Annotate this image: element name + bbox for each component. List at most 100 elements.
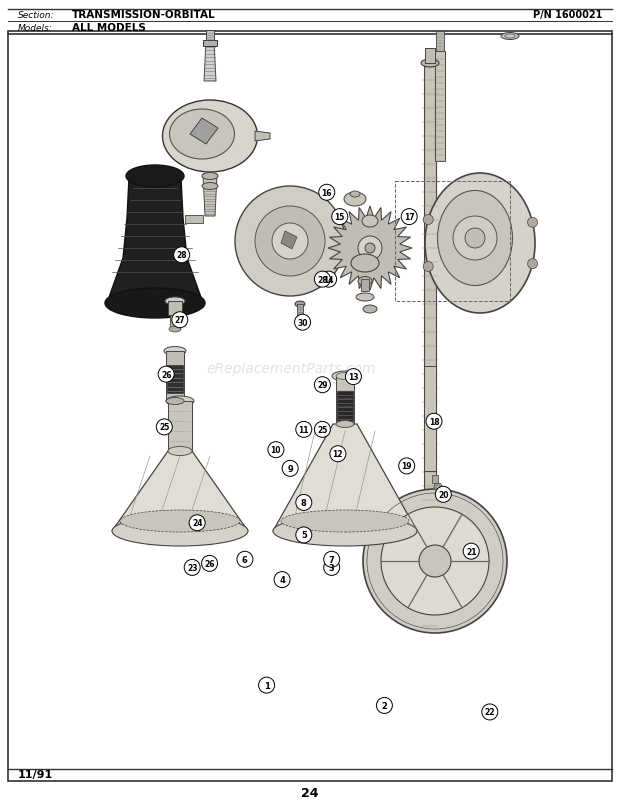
FancyBboxPatch shape: [436, 32, 444, 52]
Text: 24: 24: [192, 518, 202, 528]
Ellipse shape: [169, 327, 181, 333]
Text: 23: 23: [187, 563, 197, 573]
Circle shape: [202, 556, 218, 572]
Text: 20: 20: [438, 490, 448, 500]
Text: 14: 14: [324, 275, 334, 285]
Circle shape: [465, 229, 485, 249]
Ellipse shape: [358, 277, 372, 286]
Circle shape: [453, 217, 497, 260]
Ellipse shape: [438, 191, 513, 286]
Text: 28: 28: [317, 275, 328, 285]
Circle shape: [268, 442, 284, 458]
Circle shape: [381, 508, 489, 616]
Circle shape: [189, 515, 205, 531]
Text: 18: 18: [428, 417, 440, 427]
Text: 6: 6: [242, 555, 248, 564]
FancyBboxPatch shape: [185, 216, 203, 224]
Ellipse shape: [336, 373, 354, 380]
Circle shape: [314, 422, 330, 438]
Polygon shape: [255, 132, 270, 142]
Polygon shape: [273, 424, 417, 531]
Ellipse shape: [273, 517, 417, 547]
Text: 29: 29: [317, 380, 327, 390]
Text: 16: 16: [322, 188, 332, 198]
Text: 10: 10: [271, 445, 281, 455]
Circle shape: [332, 209, 348, 225]
Circle shape: [365, 243, 375, 254]
Circle shape: [158, 367, 174, 383]
Ellipse shape: [166, 397, 194, 406]
Circle shape: [319, 185, 335, 201]
Text: 17: 17: [404, 212, 415, 222]
FancyBboxPatch shape: [206, 31, 214, 41]
Text: 13: 13: [348, 372, 358, 382]
FancyBboxPatch shape: [337, 392, 353, 422]
Ellipse shape: [362, 216, 378, 228]
Text: 3: 3: [329, 563, 335, 573]
FancyBboxPatch shape: [336, 376, 354, 424]
Text: 30: 30: [298, 318, 308, 328]
Ellipse shape: [105, 289, 205, 319]
FancyBboxPatch shape: [170, 315, 180, 329]
Text: 4: 4: [279, 575, 285, 585]
FancyBboxPatch shape: [168, 302, 182, 315]
Text: 9: 9: [287, 464, 293, 474]
Ellipse shape: [295, 302, 305, 307]
Ellipse shape: [421, 60, 439, 68]
Circle shape: [184, 560, 200, 576]
FancyBboxPatch shape: [168, 401, 192, 452]
Circle shape: [172, 312, 188, 328]
Circle shape: [436, 486, 440, 489]
Circle shape: [463, 543, 479, 560]
Circle shape: [156, 419, 172, 436]
Circle shape: [174, 247, 190, 264]
Polygon shape: [204, 42, 216, 82]
Text: 26: 26: [161, 370, 171, 380]
FancyBboxPatch shape: [424, 367, 436, 471]
Circle shape: [330, 446, 346, 462]
Circle shape: [435, 487, 451, 503]
Ellipse shape: [281, 510, 409, 532]
Circle shape: [235, 187, 345, 297]
Text: P/N 1600021: P/N 1600021: [533, 10, 602, 20]
Ellipse shape: [126, 165, 184, 188]
Ellipse shape: [164, 347, 186, 356]
Circle shape: [423, 215, 433, 225]
Text: 28: 28: [176, 251, 187, 260]
Circle shape: [363, 489, 507, 633]
Circle shape: [324, 551, 340, 568]
FancyBboxPatch shape: [432, 475, 438, 483]
Circle shape: [237, 551, 253, 568]
Polygon shape: [107, 178, 203, 303]
Circle shape: [528, 218, 538, 228]
Circle shape: [426, 414, 442, 430]
Text: 11: 11: [299, 425, 309, 435]
Circle shape: [282, 461, 298, 477]
Text: eReplacementParts.com: eReplacementParts.com: [206, 362, 376, 376]
Text: 19: 19: [402, 461, 412, 471]
Polygon shape: [190, 119, 218, 145]
Circle shape: [296, 495, 312, 511]
Text: 2: 2: [381, 701, 388, 710]
Ellipse shape: [505, 35, 515, 39]
Circle shape: [376, 697, 392, 714]
FancyBboxPatch shape: [435, 52, 445, 162]
Text: 25: 25: [317, 425, 327, 435]
Circle shape: [255, 207, 325, 277]
Text: ALL MODELS: ALL MODELS: [72, 23, 146, 33]
Text: 22: 22: [485, 707, 495, 717]
Polygon shape: [281, 232, 297, 250]
Polygon shape: [203, 175, 217, 217]
Ellipse shape: [112, 517, 248, 547]
Circle shape: [358, 237, 382, 260]
Text: 26: 26: [205, 559, 215, 569]
Text: 11/91: 11/91: [18, 769, 53, 779]
Circle shape: [294, 315, 311, 331]
FancyBboxPatch shape: [425, 49, 435, 64]
Text: Section:: Section:: [18, 11, 55, 19]
Circle shape: [272, 224, 308, 260]
Circle shape: [345, 369, 361, 385]
Text: 5: 5: [301, 530, 307, 540]
Circle shape: [401, 209, 417, 225]
Text: 12: 12: [333, 449, 343, 459]
